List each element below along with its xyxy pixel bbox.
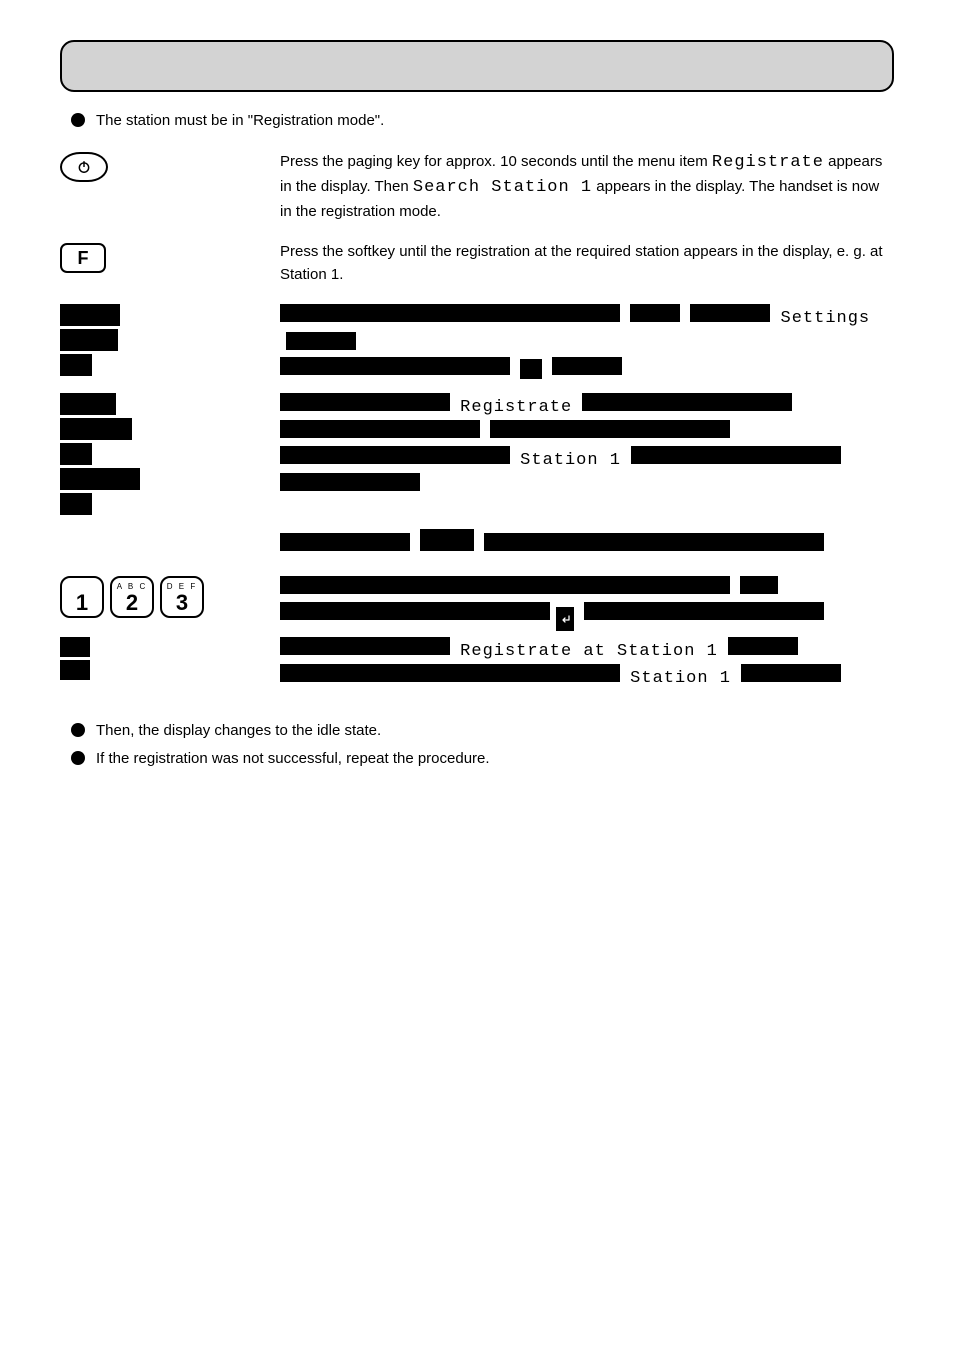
menu-text-3 (280, 529, 894, 559)
digits-step-text-2: Registrate at Station 1 Station 1 (280, 637, 894, 692)
lcd-settings: Settings (781, 309, 871, 328)
power-step-text: Press the paging key for approx. 10 seco… (280, 150, 894, 224)
redacted-inline (740, 576, 778, 594)
redacted-inline (490, 420, 730, 438)
menu-text-2: Registrate Station 1 (280, 393, 894, 499)
closing-bullet-2: If the registration was not successful, … (96, 748, 894, 770)
redacted-inline (280, 357, 510, 375)
key2-dig: 2 (126, 592, 138, 614)
lcd-station1-b: Station 1 (630, 669, 731, 688)
redacted-block (60, 393, 116, 415)
lcd-reg-at-station: Registrate at Station 1 (460, 642, 718, 661)
redacted-inline (631, 446, 841, 464)
redacted-inline (630, 304, 680, 322)
power-pre: Press the paging key for approx. 10 seco… (280, 153, 712, 170)
redacted-inline (584, 602, 824, 620)
redacted-small (520, 359, 542, 379)
redacted-block (60, 418, 132, 440)
redacted-inline (582, 393, 792, 411)
redacted-inline (280, 664, 620, 682)
bullet-icon (60, 110, 96, 127)
redacted-inline (280, 602, 550, 620)
redacted-block (60, 468, 140, 490)
key3-dig: 3 (176, 592, 188, 614)
lcd-registrate: Registrate (712, 153, 824, 172)
redacted-inline (280, 393, 450, 411)
redacted-inline (690, 304, 770, 322)
redacted-inline (420, 529, 474, 551)
bullet-icon (60, 748, 96, 765)
closing-bullet-1: Then, the display changes to the idle st… (96, 720, 894, 742)
f-step-text: Press the softkey until the registration… (280, 241, 894, 286)
redacted-inline (280, 637, 450, 655)
digit-3-key-icon: D E F 3 (160, 576, 204, 618)
redacted-inline (280, 533, 410, 551)
menu-text-1: Settings (280, 304, 894, 383)
redacted-inline (552, 357, 622, 375)
redacted-inline (280, 420, 480, 438)
redacted-inline (280, 576, 730, 594)
f-key-icon: F (60, 243, 106, 273)
digits-step-text (280, 576, 894, 631)
header-bar (60, 40, 894, 92)
power-glyph-icon (77, 160, 91, 174)
lcd-registrate-2: Registrate (460, 398, 572, 417)
redacted-block (60, 354, 92, 376)
redacted-block (60, 304, 120, 326)
redacted-block (60, 329, 118, 351)
redacted-inline (280, 446, 510, 464)
digit-1-key-icon: 1 (60, 576, 104, 618)
redacted-inline (728, 637, 798, 655)
key1-dig: 1 (76, 592, 88, 614)
lcd-search-station: Search Station 1 (413, 178, 592, 197)
redacted-inline (286, 332, 356, 350)
redacted-inline (484, 533, 824, 551)
redacted-block (60, 637, 90, 657)
redacted-inline (280, 473, 420, 491)
redacted-block (60, 493, 92, 515)
lcd-station1: Station 1 (520, 451, 621, 470)
digit-2-key-icon: A B C 2 (110, 576, 154, 618)
intro-text: The station must be in "Registration mod… (96, 110, 894, 132)
redacted-block (60, 443, 92, 465)
redacted-block (60, 660, 90, 680)
enter-icon (556, 607, 574, 631)
redacted-inline (741, 664, 841, 682)
bullet-icon (60, 720, 96, 737)
redacted-inline (280, 304, 620, 322)
power-key-icon (60, 152, 108, 182)
